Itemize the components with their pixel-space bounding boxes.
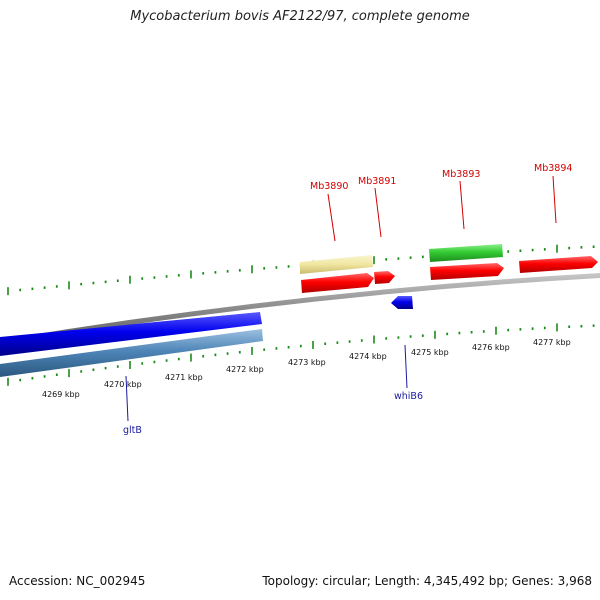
mb3891-leader (374, 187, 382, 238)
steel-feature[interactable] (0, 329, 263, 377)
mb3891-feature[interactable] (374, 271, 395, 284)
gene-label-mb3893[interactable]: Mb3893 (442, 169, 480, 180)
ruler-label: 4275 kbp (411, 348, 449, 357)
ruler-label: 4274 kbp (349, 352, 387, 361)
gltB-leader (125, 375, 129, 422)
ruler-label: 4276 kbp (472, 343, 510, 352)
gltB-feature[interactable] (0, 312, 262, 356)
gene-label-whiB6[interactable]: whiB6 (394, 391, 423, 402)
ruler-label: 4270 kbp (104, 380, 142, 389)
genome-summary: Topology: circular; Length: 4,345,492 bp… (262, 574, 592, 588)
gene-label-gltB[interactable]: gltB (123, 425, 142, 436)
rrna-feature[interactable] (300, 255, 373, 274)
whiB6-leader (404, 344, 408, 389)
gene-label-mb3891[interactable]: Mb3891 (358, 176, 396, 187)
mb3894-leader (552, 175, 557, 224)
mb3893-leader (459, 180, 465, 230)
map-title: Mycobacterium bovis AF2122/97, complete … (130, 9, 470, 24)
ruler-label: 4272 kbp (226, 365, 264, 374)
mb3893-feature[interactable] (430, 263, 504, 280)
mb3890-leader (327, 193, 336, 242)
mb3894-feature[interactable] (519, 256, 598, 273)
mb3890-feature[interactable] (301, 273, 374, 293)
genome-backbone (0, 273, 600, 345)
ruler-label: 4271 kbp (165, 373, 203, 382)
accession-text: Accession: NC_002945 (9, 574, 146, 588)
lower-tick-ruler (7, 323, 595, 386)
whiB6-feature[interactable] (391, 296, 413, 309)
ruler-label: 4269 kbp (42, 390, 80, 399)
ruler-label: 4273 kbp (288, 358, 326, 367)
gene-label-mb3890[interactable]: Mb3890 (310, 181, 348, 192)
gene-label-mb3894[interactable]: Mb3894 (534, 163, 572, 174)
green-feature[interactable] (429, 244, 503, 262)
ruler-label: 4277 kbp (533, 338, 571, 347)
